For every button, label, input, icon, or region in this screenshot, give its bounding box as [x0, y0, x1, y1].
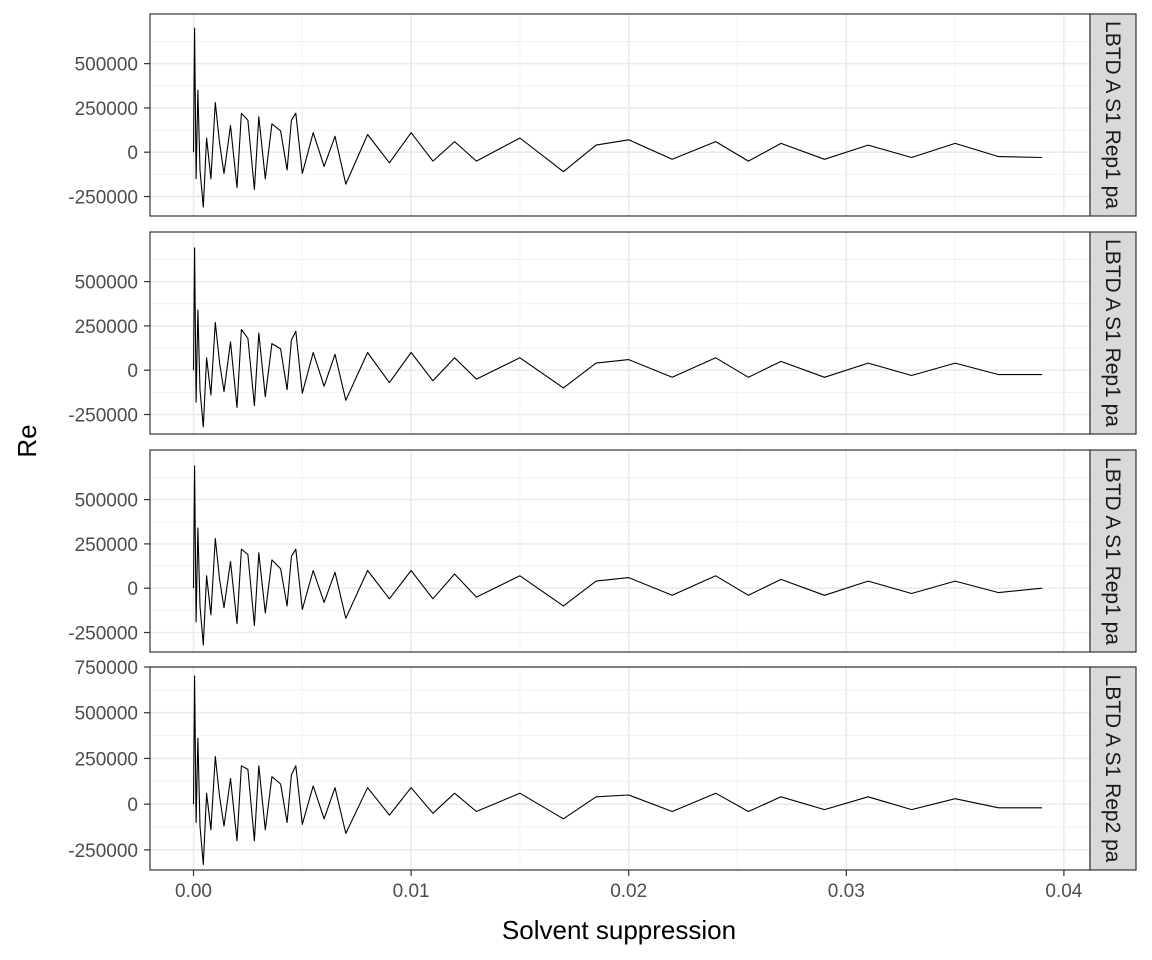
y-tick-label: 250000	[75, 535, 138, 556]
y-tick-label: 250000	[75, 317, 138, 338]
series-line	[192, 465, 1043, 646]
facet-strip-label: LBTD A S1 Rep2 pa	[1101, 675, 1124, 863]
x-axis: 0.00 0.01 0.02 0.03 0.04	[175, 870, 1083, 902]
panel-background	[150, 232, 1090, 434]
y-tick-label: -250000	[68, 624, 138, 645]
panel-background	[150, 667, 1090, 870]
y-tick-label: 0	[127, 795, 138, 816]
y-tick-label: 0	[127, 361, 138, 382]
facet-panel: -250000 0 250000 500000 LBTD A S1 Rep1 pa	[68, 449, 1137, 653]
y-tick-label: 500000	[75, 704, 138, 725]
y-tick-label: 250000	[75, 99, 138, 120]
y-tick-label: 250000	[75, 749, 138, 770]
y-tick-label: -250000	[68, 406, 138, 427]
panel-background	[150, 450, 1090, 652]
facet-panel: -250000 0 250000 500000 LBTD A S1 Rep1 pa	[68, 231, 1137, 435]
facet-strip	[1089, 666, 1137, 871]
y-tick-label: 500000	[75, 491, 138, 512]
y-tick-label: 0	[127, 143, 138, 164]
y-tick-label: -250000	[68, 188, 138, 209]
y-tick-label: -250000	[68, 841, 138, 862]
x-tick-label: 0.03	[828, 881, 865, 902]
facet-strip-label: LBTD A S1 Rep1 pa	[1101, 239, 1124, 427]
facet-strip	[1089, 449, 1137, 653]
y-tick-label: 0	[127, 579, 138, 600]
panel-background	[150, 14, 1090, 216]
series-line	[192, 27, 1043, 208]
facet-panel: -250000 0 250000 500000 750000 LBTD A S1 Rep2…	[68, 658, 1137, 871]
x-tick-label: 0.04	[1045, 881, 1082, 902]
facet-strip-label: LBTD A S1 Rep1 pa	[1101, 21, 1124, 209]
facet-strip-label: LBTD A S1 Rep1 pa	[1101, 457, 1124, 645]
x-tick-label: 0.00	[175, 881, 212, 902]
x-tick-label: 0.01	[393, 881, 430, 902]
facet-strip	[1089, 13, 1137, 217]
y-tick-label: 500000	[75, 55, 138, 76]
series-line	[192, 675, 1043, 866]
facet-strip	[1089, 231, 1137, 435]
x-axis-label: Solvent suppression	[502, 915, 736, 945]
y-tick-label: 750000	[75, 658, 138, 679]
x-tick-label: 0.02	[610, 881, 647, 902]
y-tick-label: 500000	[75, 273, 138, 294]
y-axis-label: Re	[12, 424, 42, 457]
facet-panel: -250000 0 250000 500000 LBTD A S1 Rep1 pa	[68, 13, 1137, 217]
series-line	[192, 247, 1043, 428]
